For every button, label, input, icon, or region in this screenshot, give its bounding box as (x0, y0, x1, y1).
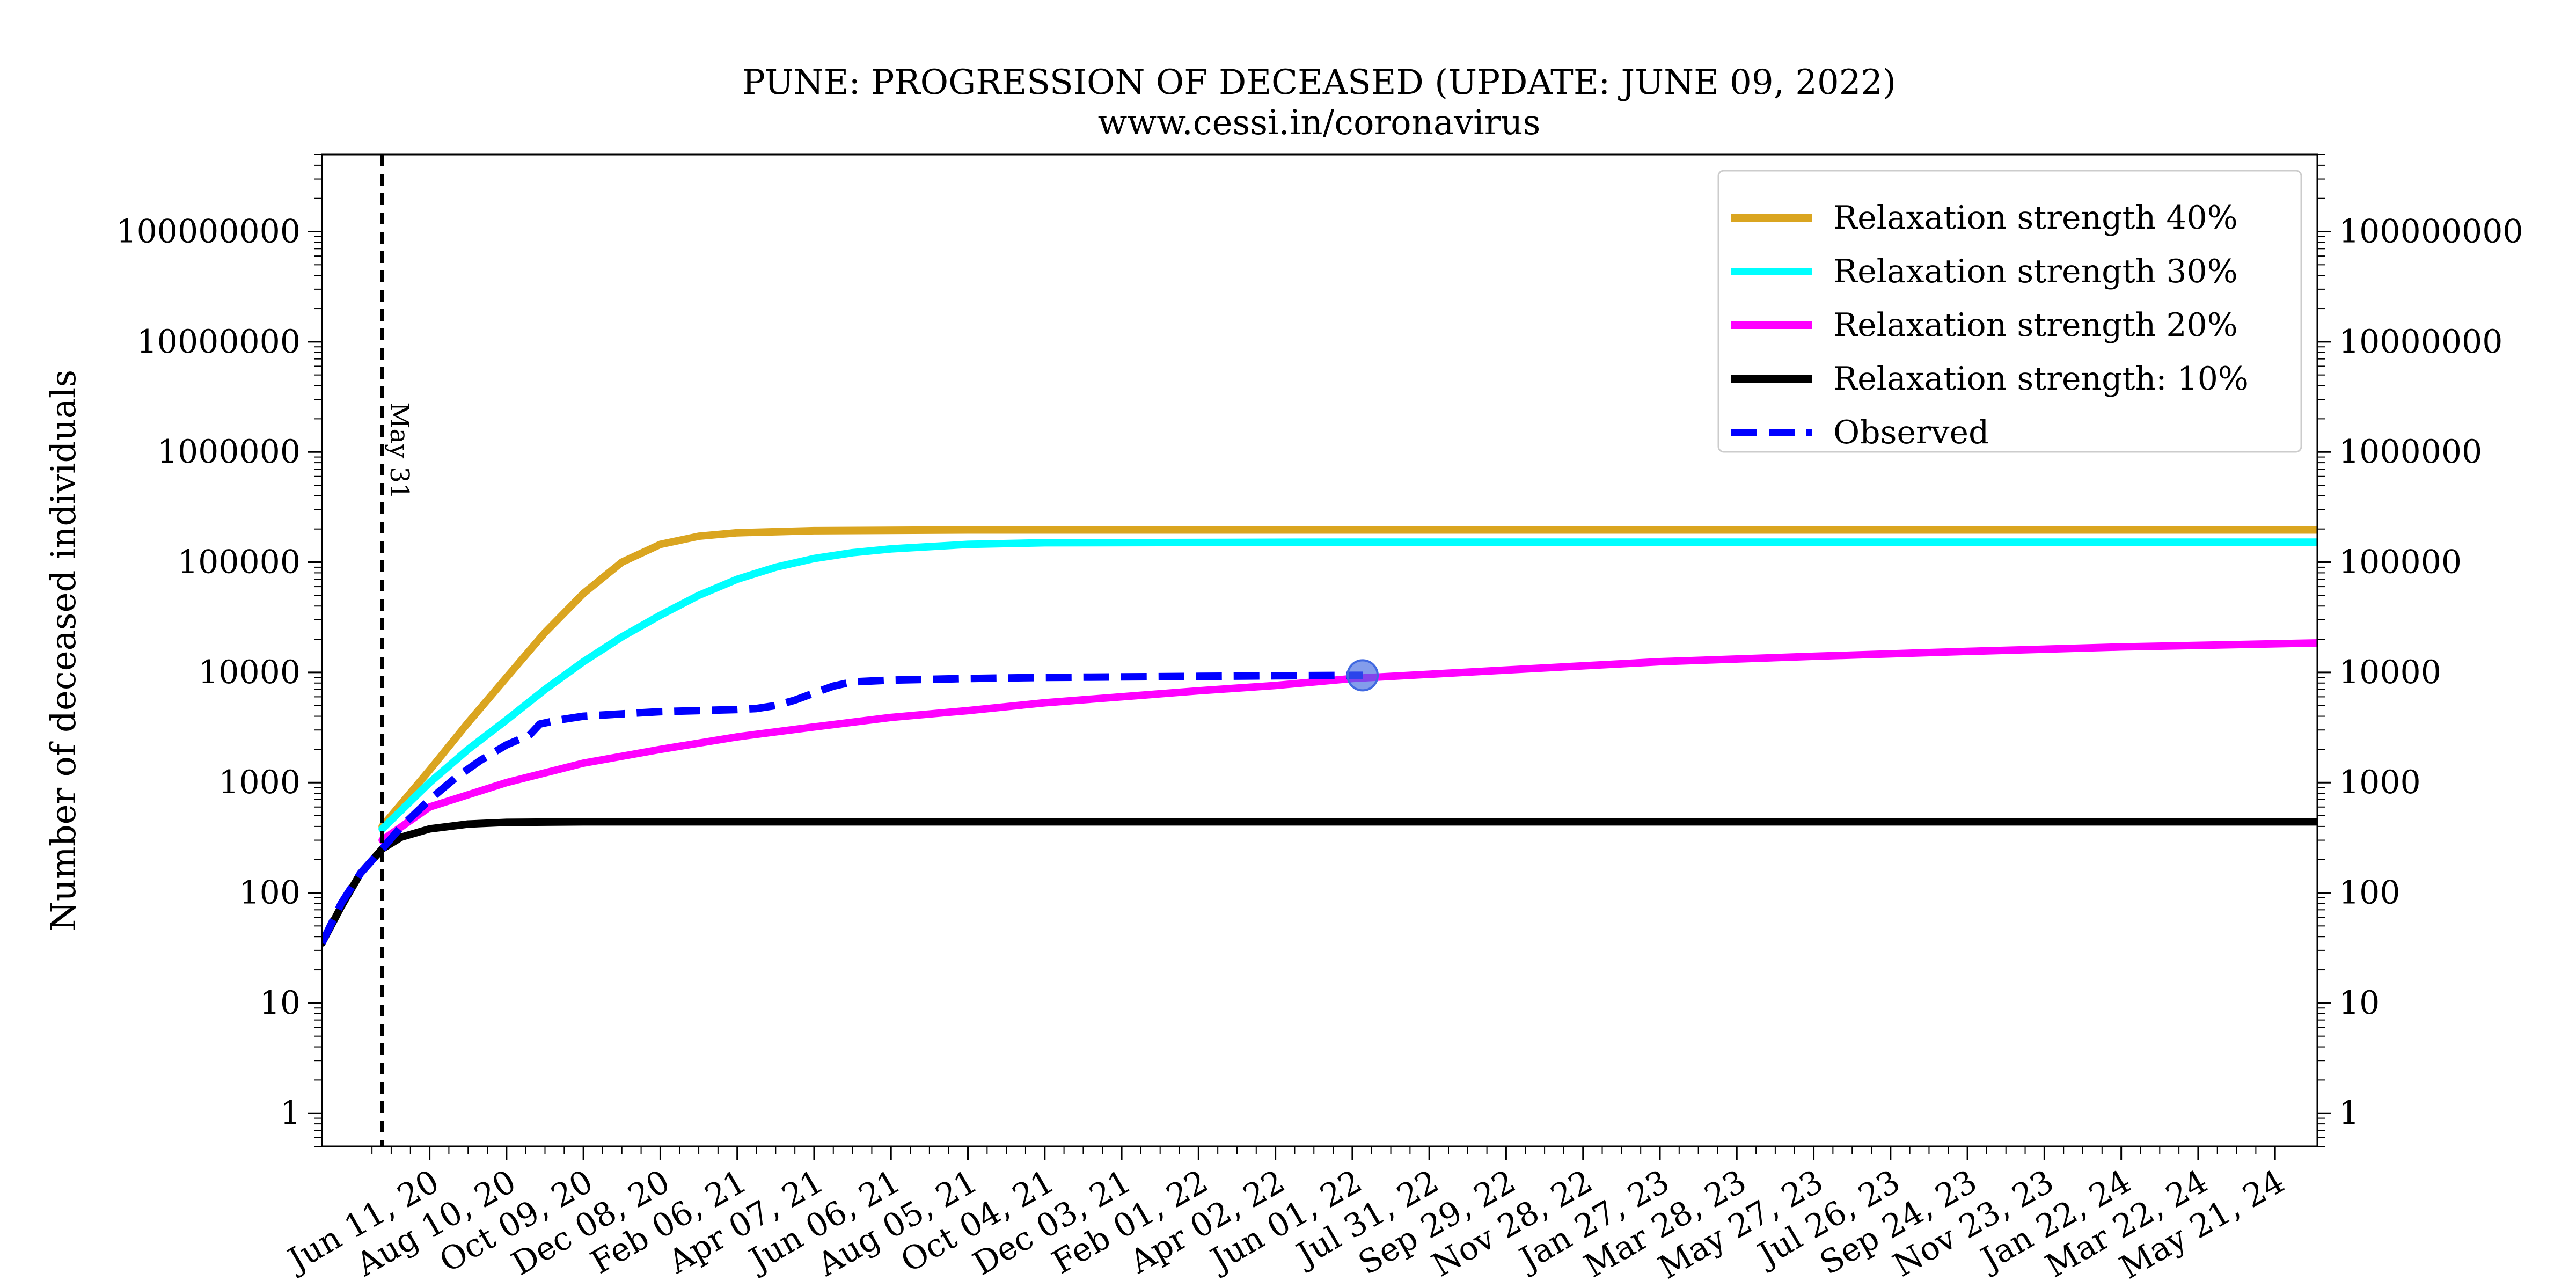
chart-subtitle: www.cessi.in/coronavirus (1098, 103, 1541, 143)
y-tick-label-right: 100 (2339, 874, 2401, 912)
y-tick-label-right: 10000 (2339, 654, 2441, 691)
y-tick-label-left: 10 (260, 984, 301, 1022)
observed-latest-marker (1346, 659, 1379, 692)
y-tick-label-right: 10 (2339, 984, 2380, 1022)
y-tick-label-left: 10000000 (137, 323, 301, 361)
y-tick-label-left: 10000 (198, 654, 301, 691)
y-tick-label-right: 100000 (2339, 544, 2462, 581)
legend-frame (1717, 170, 2302, 453)
y-axis-label: Number of deceased individuals (44, 370, 84, 931)
y-tick-label-left: 1000000 (157, 433, 301, 471)
legend-label-1: Relaxation strength 30% (1833, 253, 2238, 290)
y-tick-label-left: 100 (239, 874, 301, 912)
y-tick-label-right: 1000000 (2339, 433, 2482, 471)
annotation-layer: May 31 (380, 155, 1379, 1146)
plot-frame (321, 153, 2318, 1147)
series-line-1 (378, 538, 2317, 833)
y-tick-label-left: 1000 (218, 764, 301, 801)
y-axis-label-group: Number of deceased individuals (44, 370, 84, 931)
y-tick-label-right: 1000 (2339, 764, 2421, 801)
legend-label-4: Observed (1833, 414, 1989, 451)
vline-label: May 31 (384, 402, 414, 499)
chart-titles: PUNE: PROGRESSION OF DECEASED (UPDATE: J… (742, 63, 1896, 143)
y-tick-label-left: 100000 (178, 544, 301, 581)
y-tick-label-right: 1 (2339, 1094, 2359, 1132)
legend: Relaxation strength 40% Relaxation streng… (1717, 170, 2302, 453)
y-tick-label-left: 1 (280, 1094, 301, 1132)
series-line-0 (378, 526, 2317, 830)
y-tick-label-left: 100000000 (116, 213, 301, 251)
chart-title: PUNE: PROGRESSION OF DECEASED (UPDATE: J… (742, 63, 1896, 103)
y-tick-label-right: 10000000 (2339, 323, 2502, 361)
series-line-3 (322, 818, 2317, 947)
legend-label-0: Relaxation strength 40% (1833, 199, 2238, 237)
series-line-2 (378, 639, 2317, 844)
series-layer (322, 526, 2317, 947)
y-tick-label-right: 100000000 (2339, 213, 2523, 251)
legend-label-2: Relaxation strength 20% (1833, 306, 2238, 344)
series-line-4 (322, 671, 1363, 945)
legend-label-3: Relaxation strength: 10% (1833, 360, 2249, 398)
